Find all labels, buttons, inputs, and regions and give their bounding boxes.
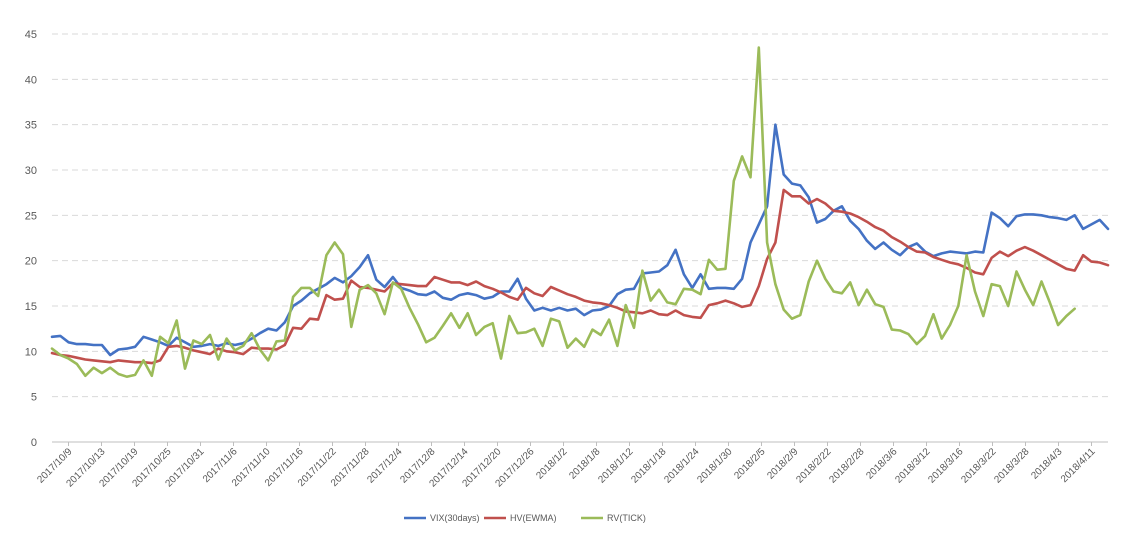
series-line-2 (50, 46, 1076, 379)
y-tick-label: 20 (25, 256, 37, 268)
series-lines (50, 46, 1110, 379)
y-tick-label: 15 (25, 301, 37, 313)
y-tick-label: 40 (25, 74, 37, 86)
y-tick-label: 10 (25, 346, 37, 358)
x-axis: 2017/10/92017/10/132017/10/192017/10/252… (35, 441, 1108, 490)
x-tick-label: 2018/1/2 (534, 446, 570, 482)
y-tick-label: 5 (31, 392, 37, 404)
x-tick-label: 2018/3/28 (992, 446, 1032, 486)
y-tick-label: 25 (25, 210, 37, 222)
series-line-1 (50, 188, 1110, 365)
y-tick-label: 45 (25, 29, 37, 41)
y-tick-label: 35 (25, 120, 37, 132)
x-tick-label: 2018/2/28 (827, 446, 867, 486)
x-tick-label: 2018/1/30 (695, 446, 735, 486)
x-tick-label: 2018/2/5 (732, 446, 768, 482)
series-line-0 (50, 123, 1110, 357)
x-tick-label: 2018/4/11 (1059, 446, 1098, 485)
y-axis: 0 5 10 15 20 25 30 35 40 45 (25, 29, 37, 449)
legend-label-2: RV(TICK) (607, 513, 646, 523)
y-tick-label: 30 (25, 165, 37, 177)
legend-label-0: VIX(30days) (430, 513, 480, 523)
legend-label-1: HV(EWMA) (510, 513, 557, 523)
legend: VIX(30days) HV(EWMA) RV(TICK) (404, 513, 646, 523)
y-tick-label: 0 (31, 437, 37, 449)
